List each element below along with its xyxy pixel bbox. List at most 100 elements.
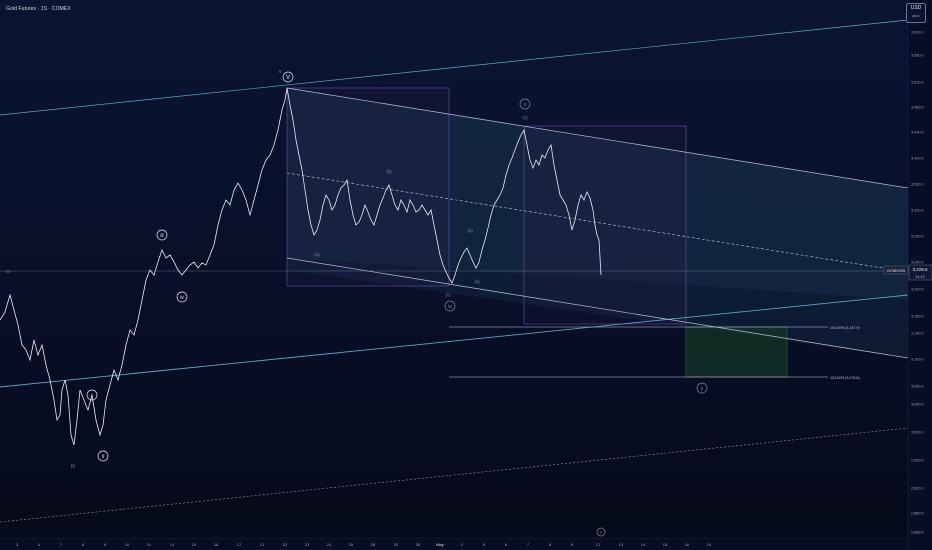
last-price: 3,229.5 — [912, 267, 928, 272]
wave-a2-label: (a) — [467, 228, 473, 233]
time-axis-label: 12 — [596, 542, 601, 547]
correction-box-2 — [523, 125, 687, 325]
price-axis-label: 3,320.0 — [911, 209, 924, 213]
wave-x-circle — [519, 98, 531, 110]
lower-trendline — [0, 294, 909, 388]
time-axis-label: 10 — [125, 542, 130, 547]
price-axis-label: 3,000.0 — [911, 431, 924, 435]
time-axis-label: 11 — [147, 542, 152, 547]
wave-w-label: w — [448, 304, 452, 310]
channel-top-line — [286, 87, 909, 189]
wave-ii-circle — [97, 450, 109, 462]
wave-bc-label: (c) — [522, 115, 528, 120]
price-axis-label: 3,200.0 — [911, 288, 924, 292]
wave-ii-label: ii — [102, 454, 104, 460]
price-axis-label: 2,868.0 — [911, 531, 924, 535]
time-axis-label: 16 — [214, 542, 219, 547]
fib-label-123: 123.60% (3,076.6) — [830, 376, 860, 380]
time-axis-label: 15 — [663, 542, 668, 547]
time-axis-label: 9 — [104, 542, 107, 547]
wave-w-circle — [444, 300, 456, 312]
price-axis-label: 3,040.0 — [911, 403, 924, 407]
wave-iii-label: iii — [160, 233, 163, 239]
time-axis-label: 3 — [16, 542, 19, 547]
time-axis-label: 30 — [416, 542, 421, 547]
currency-label: USD — [910, 5, 922, 11]
price-line — [0, 87, 602, 446]
wave-iv-circle — [176, 291, 188, 303]
channel-bottom-line — [286, 257, 909, 359]
price-axis-label: 3,100.0 — [911, 358, 924, 362]
fib-label-100: 100.00% (3,147.9) — [830, 326, 860, 330]
price-axis-label: 2,880.0 — [911, 512, 924, 516]
time-axis-label: 8 — [549, 542, 552, 547]
time-axis-label: 7 — [60, 542, 63, 547]
wave-b2-label: (b) — [474, 279, 480, 284]
wave-z-label: z — [600, 530, 603, 535]
price-axis-label: 3,440.0 — [911, 131, 924, 135]
time-axis-label: 16 — [685, 542, 690, 547]
currency-sub-label: apoc — [912, 14, 920, 18]
time-axis-label: 28 — [371, 542, 376, 547]
price-countdown: 14:12 — [915, 275, 925, 279]
time-axis-labels: 3 4 7 8 9 10 11 14 15 16 17 21 22 23 24 25 28 29 30 May 2 5 6 7… — [16, 542, 712, 547]
time-axis-label: 2 — [461, 542, 464, 547]
wave-V-label: V — [286, 75, 290, 81]
last-price-box — [908, 264, 932, 281]
price-axis-label: 3,600.0 — [911, 31, 924, 35]
currency-selector[interactable]: USD apoc — [906, 3, 926, 23]
symbol-title: Gold Futures · 1S · COMEX — [6, 6, 71, 12]
wave-x-label: x — [524, 102, 527, 108]
price-axis-label: 3,400.0 — [911, 157, 924, 161]
price-axis-label: 3,480.0 — [911, 106, 924, 110]
time-axis-label: 17 — [237, 542, 242, 547]
time-axis-label: 22 — [283, 542, 288, 547]
time-axis-label: 25 — [349, 542, 354, 547]
time-axis-label: 14 — [641, 542, 646, 547]
price-axis-label: 2,920.0 — [911, 487, 924, 491]
wave-iii-circle — [156, 229, 168, 241]
time-axis-label: 13 — [619, 542, 624, 547]
time-axis-label: 29 — [394, 542, 399, 547]
price-axis-label: 3,360.0 — [911, 183, 924, 187]
time-axis[interactable]: 3 4 7 8 9 10 11 14 15 16 17 21 22 23 24 25 28 29 30 May 2 5 6 7… — [0, 537, 908, 550]
wave-iv-label: iv — [180, 295, 184, 301]
time-axis-label: 15 — [192, 542, 197, 547]
wave-v-top-label: v — [279, 69, 282, 75]
wave-c1-label: (c) — [445, 292, 451, 297]
price-axis-label: 3,060.0 — [911, 385, 924, 389]
time-axis-label: 6 — [505, 542, 508, 547]
price-axis-labels: 3,600.0 3,560.0 3,520.0 3,480.0 3,440.0 3,400… — [911, 31, 924, 535]
time-axis-label: 9 — [571, 542, 574, 547]
wave-i-label: i — [91, 393, 92, 399]
price-axis-label: 3,520.0 — [911, 81, 924, 85]
wave-III-label: III — [6, 269, 10, 274]
dotted-support-line — [0, 427, 909, 523]
price-axis-label: 3,240.0 — [911, 261, 924, 265]
symbol-tag-box — [883, 265, 909, 275]
wave-V-circle — [282, 71, 294, 83]
price-axis[interactable]: 3,600.0 3,560.0 3,520.0 3,480.0 3,440.0 3,400… — [883, 0, 932, 550]
price-axis-label: 3,140.0 — [911, 332, 924, 336]
time-axis-label: 14 — [170, 542, 175, 547]
price-axis-label: 3,160.0 — [911, 315, 924, 319]
wave-i-circle — [86, 389, 98, 401]
time-axis-bg — [0, 538, 908, 550]
time-axis-label: 4 — [38, 542, 41, 547]
time-axis-label: 7 — [527, 542, 530, 547]
time-axis-label: 19 — [707, 542, 712, 547]
wave-IV-label: IV — [71, 464, 76, 470]
price-axis-label: 2,960.0 — [911, 459, 924, 463]
price-axis-label: 3,280.0 — [911, 235, 924, 239]
time-axis-label: May — [436, 542, 444, 547]
wave-a1-label: (a) — [314, 252, 320, 257]
time-axis-label: 23 — [305, 542, 310, 547]
target-zone — [685, 326, 788, 378]
correction-box-1 — [286, 87, 450, 287]
time-axis-label: 24 — [327, 542, 332, 547]
time-axis-label: 8 — [82, 542, 85, 547]
time-axis-label: 5 — [483, 542, 486, 547]
wave-b1-label: (b) — [386, 169, 392, 174]
symbol-tag: GCM2025 — [887, 268, 906, 273]
